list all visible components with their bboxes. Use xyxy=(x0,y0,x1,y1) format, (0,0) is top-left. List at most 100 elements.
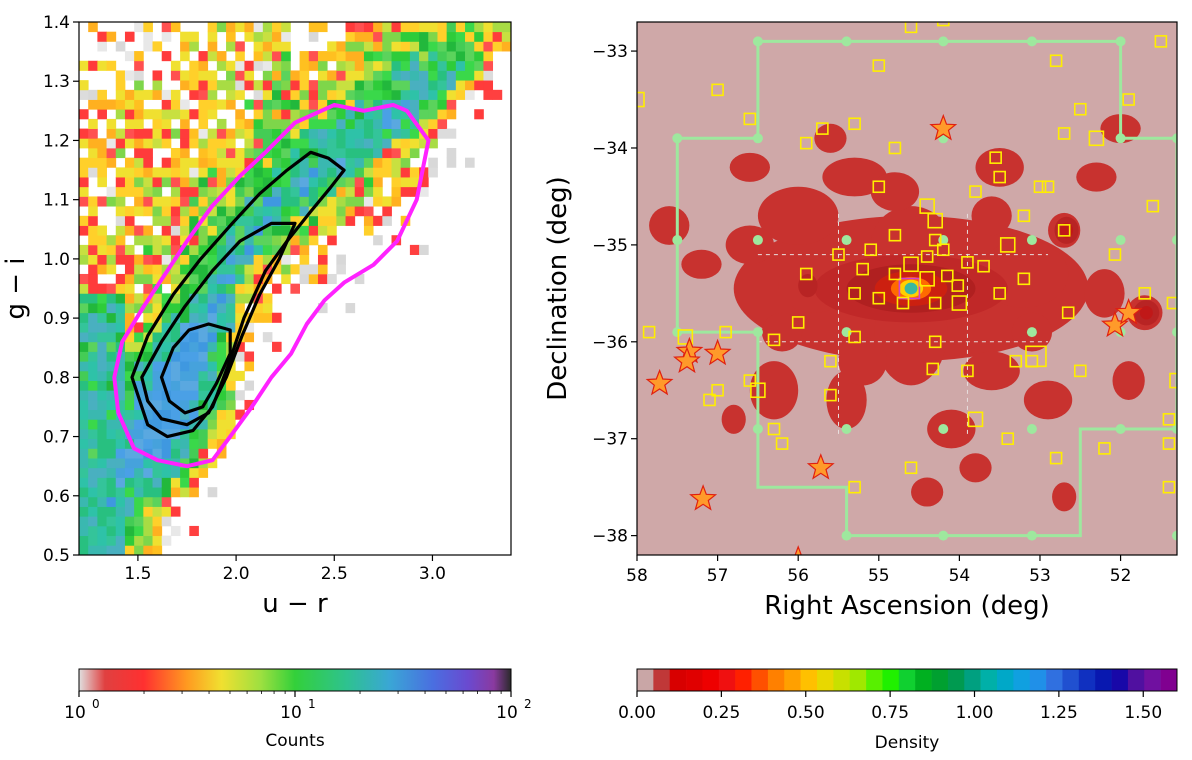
cluster-square xyxy=(750,382,766,399)
cluster-square xyxy=(1041,180,1055,194)
cluster-square xyxy=(642,325,656,339)
cluster-square xyxy=(1073,364,1087,378)
cluster-square xyxy=(1162,437,1176,450)
cluster-square xyxy=(1098,442,1111,455)
left-heatmap xyxy=(79,22,511,555)
bright-star-marker xyxy=(689,484,718,511)
cluster-square xyxy=(743,374,757,387)
survey-node xyxy=(672,133,683,144)
right-xtick-label: 53 xyxy=(1029,566,1051,586)
counts-colorbar-tick-exponent: 2 xyxy=(524,697,532,711)
cluster-square xyxy=(993,170,1006,184)
cluster-square xyxy=(832,248,845,261)
density-colorbar-bin xyxy=(637,669,654,691)
density-region xyxy=(681,249,722,279)
density-colorbar-tick-label: 0.25 xyxy=(702,703,740,723)
survey-node xyxy=(1115,235,1126,246)
cluster-square xyxy=(872,291,886,305)
density-colorbar-bin xyxy=(964,669,981,691)
density-colorbar-bin xyxy=(1078,669,1096,691)
density-region xyxy=(729,152,770,182)
counts-colorbar-tick-label: 10 xyxy=(496,703,518,723)
density-region xyxy=(1023,380,1073,420)
cluster-square xyxy=(1001,432,1015,446)
right-ytick-label: −35 xyxy=(592,236,628,256)
survey-node xyxy=(752,327,763,338)
density-region xyxy=(826,370,867,430)
density-colorbar-bin xyxy=(653,669,671,691)
survey-node xyxy=(1026,36,1037,47)
counts-colorbar xyxy=(78,668,512,692)
cluster-square xyxy=(719,325,732,339)
survey-node xyxy=(841,235,852,246)
left-ytick-label: 0.9 xyxy=(43,309,70,329)
right-xlabel: Right Ascension (deg) xyxy=(764,591,1050,621)
right-xtick-label: 57 xyxy=(707,566,729,586)
density-colorbar-bin xyxy=(702,669,720,691)
density-region xyxy=(963,351,1020,391)
bright-star-marker xyxy=(673,346,701,374)
survey-node xyxy=(1172,327,1177,338)
density-colorbar-bin xyxy=(735,669,752,691)
density-region xyxy=(971,196,1012,236)
bright-star-marker xyxy=(790,545,807,555)
cluster-square xyxy=(1049,451,1063,465)
density-colorbar-bin xyxy=(718,669,736,691)
cluster-square xyxy=(1154,35,1168,48)
cluster-square xyxy=(951,295,968,311)
left-ytick-label: 0.6 xyxy=(43,487,70,507)
cluster-square xyxy=(927,212,944,229)
survey-node xyxy=(1026,327,1037,338)
bright-star-marker xyxy=(929,113,958,141)
counts-colorbar-tick-label: 10 xyxy=(280,703,302,723)
bright-star-marker xyxy=(703,338,732,366)
cluster-square xyxy=(848,287,861,300)
density-region xyxy=(649,206,690,245)
cluster-square xyxy=(904,461,918,475)
density-colorbar-bin xyxy=(1111,669,1129,691)
density-colorbar-bin xyxy=(800,669,818,691)
cluster-square xyxy=(898,277,921,300)
cluster-square xyxy=(1057,224,1071,237)
survey-node xyxy=(752,424,763,435)
cluster-square xyxy=(1009,354,1023,368)
survey-node xyxy=(1026,530,1037,541)
density-peak xyxy=(1139,305,1153,320)
density-colorbar-bin xyxy=(817,669,834,691)
survey-node xyxy=(752,36,763,47)
cluster-square xyxy=(1033,180,1047,194)
cluster-square xyxy=(967,411,984,428)
cluster-square xyxy=(703,393,716,407)
density-colorbar-label: Density xyxy=(875,733,940,753)
right-ytick-label: −37 xyxy=(592,430,628,450)
left-ytick-label: 0.5 xyxy=(43,546,70,566)
cluster-square xyxy=(767,333,781,347)
cluster-square xyxy=(1025,345,1047,368)
cluster-square xyxy=(1073,102,1087,116)
cluster-square xyxy=(940,269,954,283)
cluster-square xyxy=(1017,272,1031,286)
right-xtick-label: 52 xyxy=(1110,566,1132,586)
survey-node xyxy=(1115,133,1126,144)
cluster-square xyxy=(896,296,910,310)
cluster-square xyxy=(926,362,940,376)
right-ytick-label: −34 xyxy=(592,139,628,159)
density-colorbar-bin xyxy=(751,669,769,691)
density-region xyxy=(1112,361,1145,400)
cluster-square xyxy=(993,287,1006,300)
density-colorbar-bin xyxy=(866,669,883,691)
cluster-square xyxy=(936,243,950,257)
density-colorbar-bin xyxy=(784,669,801,691)
density-colorbar-bin xyxy=(947,669,965,691)
density-peak xyxy=(904,282,918,295)
left-ylabel: g − i xyxy=(1,257,31,319)
bright-star-marker xyxy=(1114,298,1143,325)
cluster-square xyxy=(888,141,902,155)
cluster-square xyxy=(1061,306,1075,320)
cluster-square xyxy=(856,262,869,276)
cluster-square xyxy=(1057,127,1071,140)
cluster-square xyxy=(989,151,1002,164)
cluster-square xyxy=(969,185,982,198)
cluster-square xyxy=(848,330,861,344)
